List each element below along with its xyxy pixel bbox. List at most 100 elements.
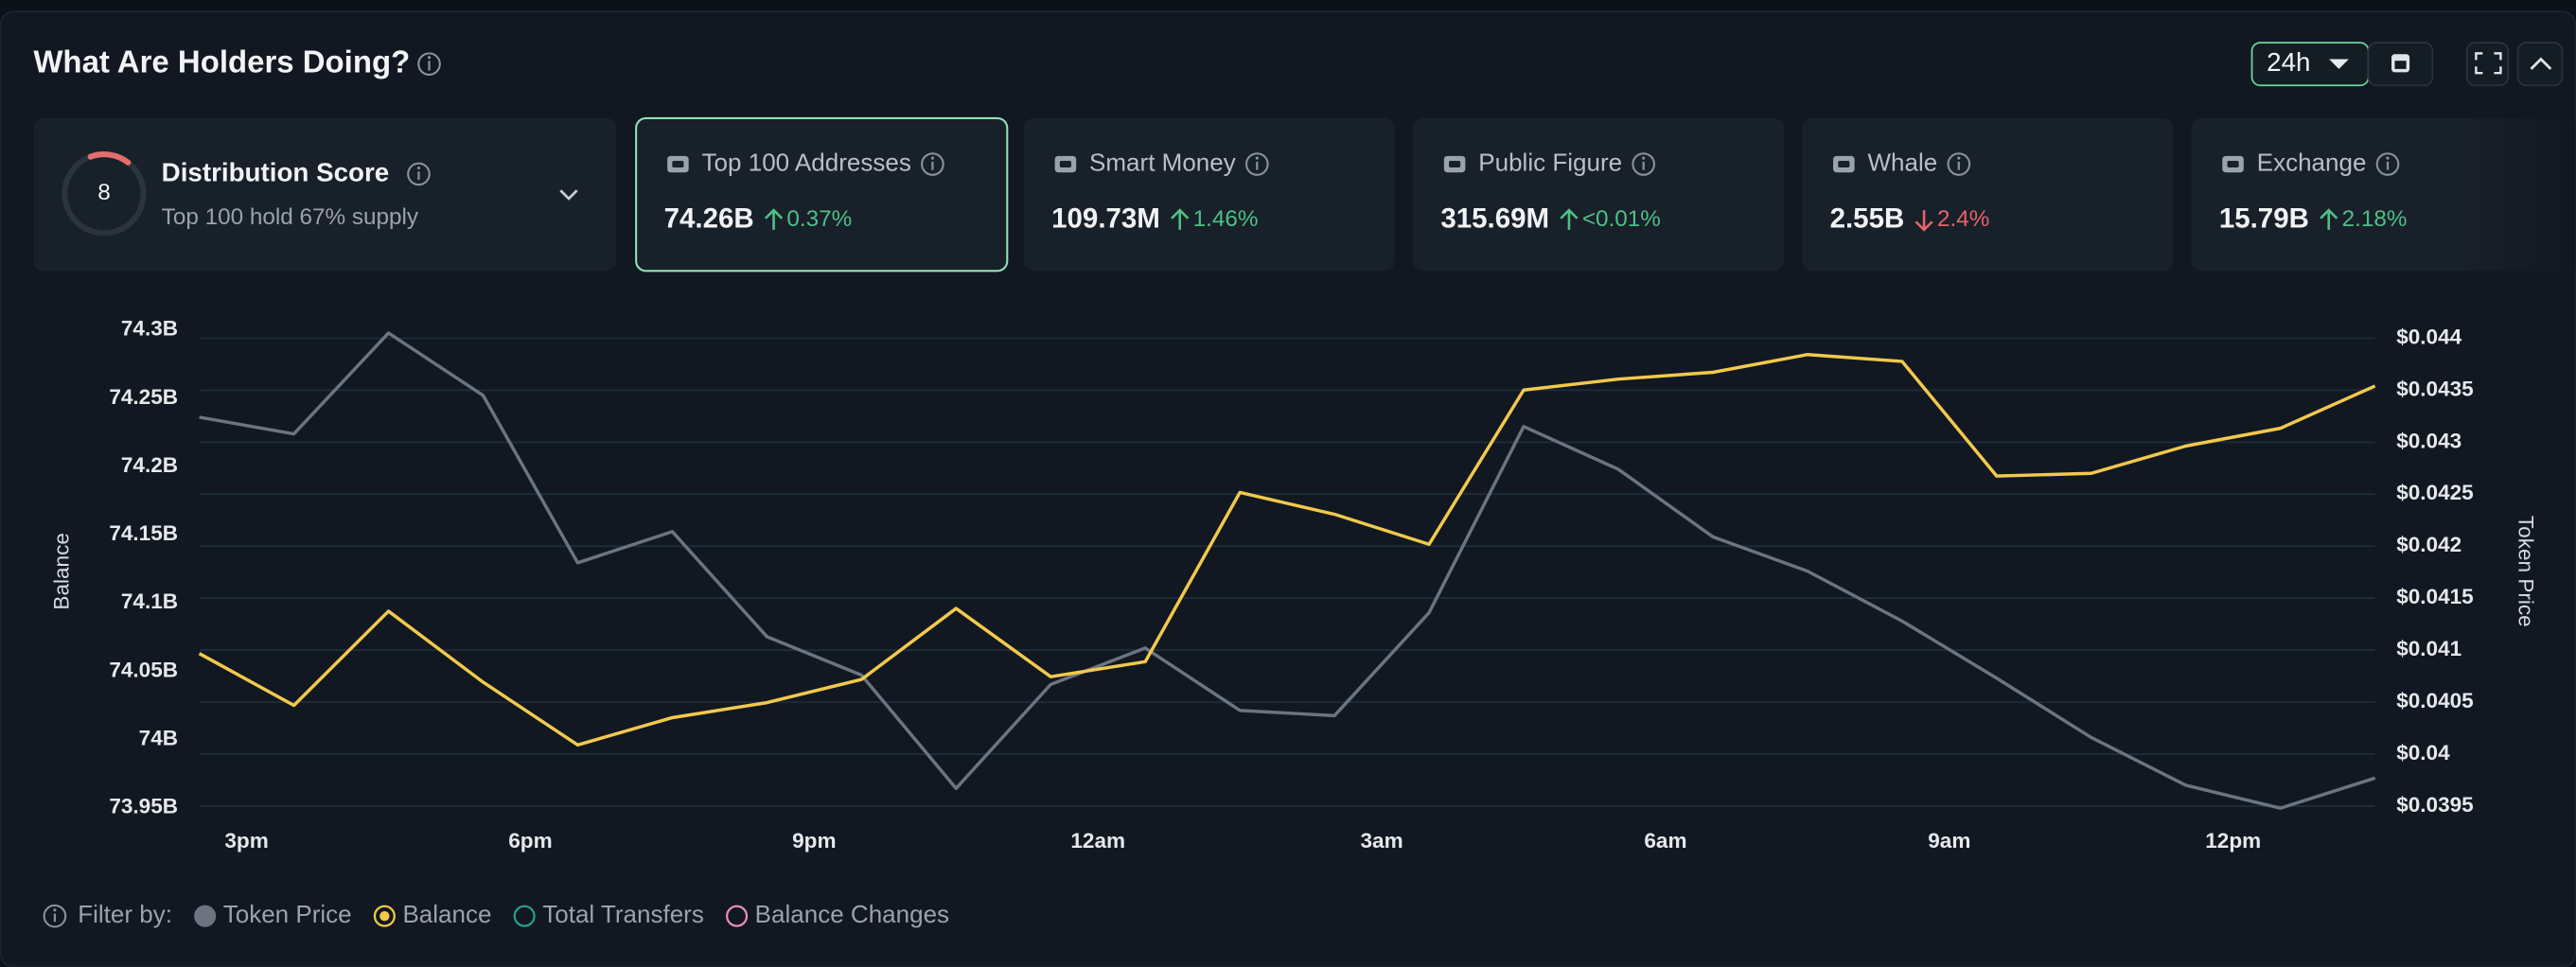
card-icon-inner xyxy=(2227,161,2239,167)
range-caret xyxy=(2329,59,2349,69)
info-icon xyxy=(43,904,67,928)
collapse-button[interactable] xyxy=(2516,42,2564,87)
y-tick-label: 74.05B xyxy=(109,658,178,681)
legend-label: Token Price xyxy=(223,900,352,928)
card-label: Whale xyxy=(1868,148,1938,176)
x-tick-label: 3pm xyxy=(224,829,268,853)
x-tick-label: 3am xyxy=(1361,829,1403,853)
card-change: 0.37% xyxy=(786,206,852,232)
series-line xyxy=(199,331,2376,810)
card-label: Smart Money xyxy=(1089,148,1236,176)
change-arrow xyxy=(1171,208,1190,230)
card-label: Exchange xyxy=(2257,148,2367,176)
info-dot xyxy=(1255,156,1259,160)
range-label: 24h xyxy=(2267,47,2310,77)
change-arrow xyxy=(1560,208,1579,230)
info-ring xyxy=(1947,152,1971,176)
legend-item[interactable]: Balance xyxy=(373,900,492,928)
card-label: Top 100 Addresses xyxy=(702,148,911,176)
legend-label: Balance xyxy=(402,900,491,928)
change-arrow xyxy=(2320,208,2338,230)
info-dot xyxy=(930,156,934,160)
legend-dot xyxy=(373,905,396,927)
info-icon xyxy=(1632,152,1655,176)
card-fade xyxy=(2455,114,2576,274)
info-dot xyxy=(1642,156,1646,160)
legend-dot xyxy=(726,905,749,927)
holder-card[interactable] xyxy=(1802,117,2174,272)
card-value: 2.55B xyxy=(1830,202,1905,234)
legend-label: Balance Changes xyxy=(755,900,949,928)
card-change: 1.46% xyxy=(1193,206,1259,232)
card-icon-inner xyxy=(1449,161,1461,167)
legend-item[interactable]: Token Price xyxy=(194,900,352,928)
legend-dot xyxy=(194,905,217,927)
change-arrow xyxy=(1914,210,1933,232)
score-arc xyxy=(87,151,132,166)
info-icon xyxy=(1947,152,1971,176)
change-arrow xyxy=(764,208,784,230)
y2-axis-title: Token Price xyxy=(2514,516,2538,627)
y2-tick-label: $0.043 xyxy=(2396,429,2461,452)
fullscreen-button[interactable] xyxy=(2465,42,2510,87)
y2-tick-label: $0.044 xyxy=(2396,325,2461,348)
card-change: <0.01% xyxy=(1582,206,1661,232)
card-value: 315.69M xyxy=(1440,202,1549,234)
score-card[interactable] xyxy=(33,117,617,272)
info-dot xyxy=(53,908,57,912)
score-subtitle: Top 100 hold 67% supply xyxy=(162,204,419,230)
y-tick-label: 74.3B xyxy=(121,317,178,341)
title: What Are Holders Doing? xyxy=(33,44,410,79)
card-value: 15.79B xyxy=(2219,202,2309,234)
holder-card[interactable] xyxy=(1412,117,1785,272)
card-label: Public Figure xyxy=(1478,148,1622,176)
y-tick-label: 74.25B xyxy=(109,385,178,409)
card-icon-inner xyxy=(1838,161,1850,167)
info-icon xyxy=(1244,152,1269,176)
holder-card[interactable] xyxy=(635,116,1009,273)
y2-tick-label: $0.0395 xyxy=(2396,793,2474,817)
legend-dot-core xyxy=(379,911,390,922)
y-tick-label: 74B xyxy=(139,727,178,750)
x-tick-label: 12pm xyxy=(2205,829,2261,853)
card-change: 2.18% xyxy=(2342,206,2408,232)
card-icon-inner xyxy=(672,161,684,167)
score-expand[interactable] xyxy=(559,189,578,201)
holder-card[interactable] xyxy=(1023,117,1395,272)
y2-tick-label: $0.0415 xyxy=(2396,585,2474,608)
y2-tick-label: $0.0405 xyxy=(2396,689,2474,712)
card-icon-inner xyxy=(1059,161,1071,167)
x-tick-label: 6am xyxy=(1644,829,1686,853)
y-tick-label: 74.15B xyxy=(109,521,178,545)
info-ring xyxy=(1244,152,1269,176)
info-ring xyxy=(2375,152,2400,176)
x-tick-label: 9am xyxy=(1928,829,1970,853)
y2-tick-label: $0.04 xyxy=(2396,741,2450,765)
info-dot xyxy=(1957,156,1961,160)
title-info xyxy=(417,52,441,76)
filter-label: Filter by: xyxy=(78,900,172,928)
collapse-icon xyxy=(2530,57,2552,70)
calendar-icon xyxy=(2391,54,2410,73)
card-value: 74.26B xyxy=(664,202,754,234)
legend-item[interactable]: Balance Changes xyxy=(726,900,949,928)
info-icon xyxy=(921,152,944,176)
info-dot xyxy=(416,166,421,170)
legend-dot xyxy=(513,905,536,927)
y2-tick-label: $0.0435 xyxy=(2396,377,2474,400)
series-line xyxy=(198,352,2376,747)
info-icon xyxy=(2375,152,2400,176)
y-tick-label: 74.1B xyxy=(121,589,178,613)
y-tick-label: 74.2B xyxy=(121,453,178,477)
card-value: 109.73M xyxy=(1051,202,1160,234)
card-change: 2.4% xyxy=(1937,206,1989,232)
x-tick-label: 9pm xyxy=(792,829,836,853)
fullscreen-icon xyxy=(2475,52,2502,75)
x-tick-label: 6pm xyxy=(508,829,552,853)
info-icon xyxy=(407,162,431,186)
legend-item[interactable]: Total Transfers xyxy=(513,900,704,928)
info-ring xyxy=(407,162,431,186)
info-ring xyxy=(921,152,944,176)
y2-tick-label: $0.0425 xyxy=(2396,481,2474,504)
